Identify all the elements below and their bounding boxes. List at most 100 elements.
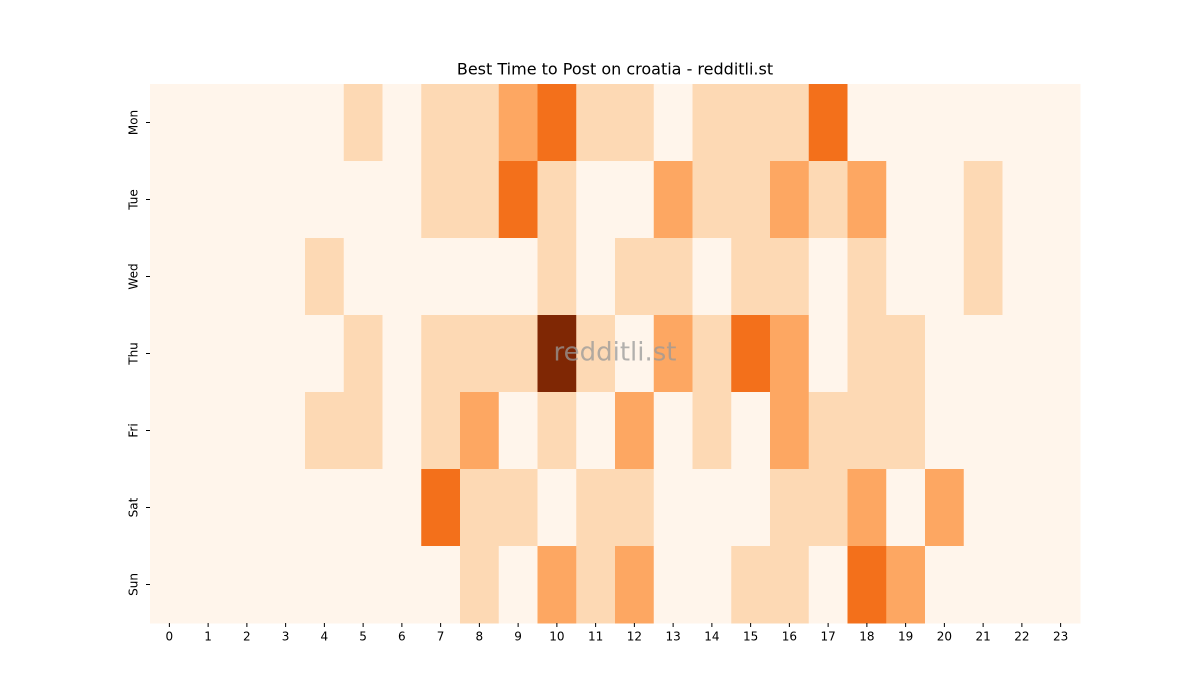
heat-cell: [576, 469, 616, 547]
y-tick-label: Thu: [127, 342, 141, 366]
y-tick-label: Sun: [127, 573, 141, 596]
heat-cell: [808, 84, 848, 162]
x-tick-label: 23: [1053, 630, 1068, 644]
heat-cell: [343, 469, 383, 547]
heat-cell: [1041, 161, 1081, 239]
heat-cell: [1002, 469, 1042, 547]
x-tick-label: 1: [204, 630, 212, 644]
heat-cell: [731, 546, 771, 624]
x-tick-label: 5: [359, 630, 367, 644]
heat-cell: [653, 469, 693, 547]
heat-cell: [498, 315, 538, 393]
heat-cell: [150, 315, 190, 393]
heat-cell: [576, 84, 616, 162]
heat-cell: [925, 238, 965, 316]
heat-cell: [421, 84, 461, 162]
heat-cell: [460, 546, 500, 624]
heat-cell: [770, 161, 810, 239]
heat-cell: [692, 84, 732, 162]
x-tick-label: 21: [975, 630, 990, 644]
heat-cell: [343, 161, 383, 239]
chart-title: Best Time to Post on croatia - redditli.…: [457, 60, 773, 79]
heat-cell: [305, 315, 345, 393]
heat-cell: [1002, 84, 1042, 162]
heat-cell: [770, 238, 810, 316]
heat-cell: [227, 546, 267, 624]
heat-cell: [188, 392, 228, 470]
heat-cell: [421, 161, 461, 239]
heat-cell: [1041, 546, 1081, 624]
heat-cell: [925, 546, 965, 624]
heat-cell: [653, 161, 693, 239]
heat-cell: [537, 84, 577, 162]
heat-cell: [925, 392, 965, 470]
heat-cell: [576, 546, 616, 624]
heat-cell: [692, 161, 732, 239]
heat-cell: [886, 315, 926, 393]
heat-cell: [188, 546, 228, 624]
heat-cell: [808, 315, 848, 393]
heat-cell: [537, 315, 577, 393]
heat-cell: [963, 238, 1003, 316]
heat-cell: [460, 392, 500, 470]
x-tick-label: 12: [627, 630, 642, 644]
heat-cell: [615, 469, 655, 547]
heat-cell: [576, 315, 616, 393]
heat-cell: [227, 315, 267, 393]
heat-cell: [615, 161, 655, 239]
heat-cell: [305, 238, 345, 316]
heat-cell: [537, 238, 577, 316]
heat-cell: [498, 546, 538, 624]
heat-cell: [847, 84, 887, 162]
heat-cell: [498, 469, 538, 547]
heat-cell: [227, 161, 267, 239]
heat-cell: [343, 392, 383, 470]
heat-cell: [963, 315, 1003, 393]
heat-cell: [808, 546, 848, 624]
heat-cell: [925, 469, 965, 547]
x-tick-label: 14: [704, 630, 719, 644]
heat-cell: [1002, 392, 1042, 470]
heat-cell: [653, 546, 693, 624]
heat-cell: [731, 238, 771, 316]
y-tick-label: Tue: [127, 189, 141, 211]
x-tick-label: 6: [398, 630, 406, 644]
heat-cell: [808, 392, 848, 470]
x-tick-label: 17: [820, 630, 835, 644]
watermark: redditli.st: [554, 338, 677, 368]
heat-cell: [886, 161, 926, 239]
heat-cell: [188, 161, 228, 239]
heat-cell: [731, 315, 771, 393]
heat-cell: [421, 546, 461, 624]
heat-cell: [498, 238, 538, 316]
heat-cell: [770, 392, 810, 470]
heat-cell: [963, 469, 1003, 547]
heat-cell: [305, 546, 345, 624]
heat-cell: [653, 84, 693, 162]
heat-cell: [886, 238, 926, 316]
heat-cell: [615, 84, 655, 162]
heat-cell: [847, 161, 887, 239]
heat-cell: [1041, 469, 1081, 547]
heat-cell: [150, 392, 190, 470]
heat-cell: [150, 469, 190, 547]
heat-cell: [653, 238, 693, 316]
heat-cell: [963, 84, 1003, 162]
heat-cell: [731, 161, 771, 239]
heat-cell: [537, 546, 577, 624]
x-tick-label: 15: [743, 630, 758, 644]
heat-cell: [925, 84, 965, 162]
heat-cell: [615, 546, 655, 624]
x-tick-label: 2: [243, 630, 251, 644]
heat-cell: [653, 392, 693, 470]
heat-cell: [266, 161, 306, 239]
heat-cell: [382, 315, 422, 393]
heat-cell: [886, 546, 926, 624]
heat-cell: [227, 238, 267, 316]
heat-cell: [382, 392, 422, 470]
x-tick-label: 16: [782, 630, 797, 644]
heat-cell: [1002, 238, 1042, 316]
heat-cell: [188, 238, 228, 316]
